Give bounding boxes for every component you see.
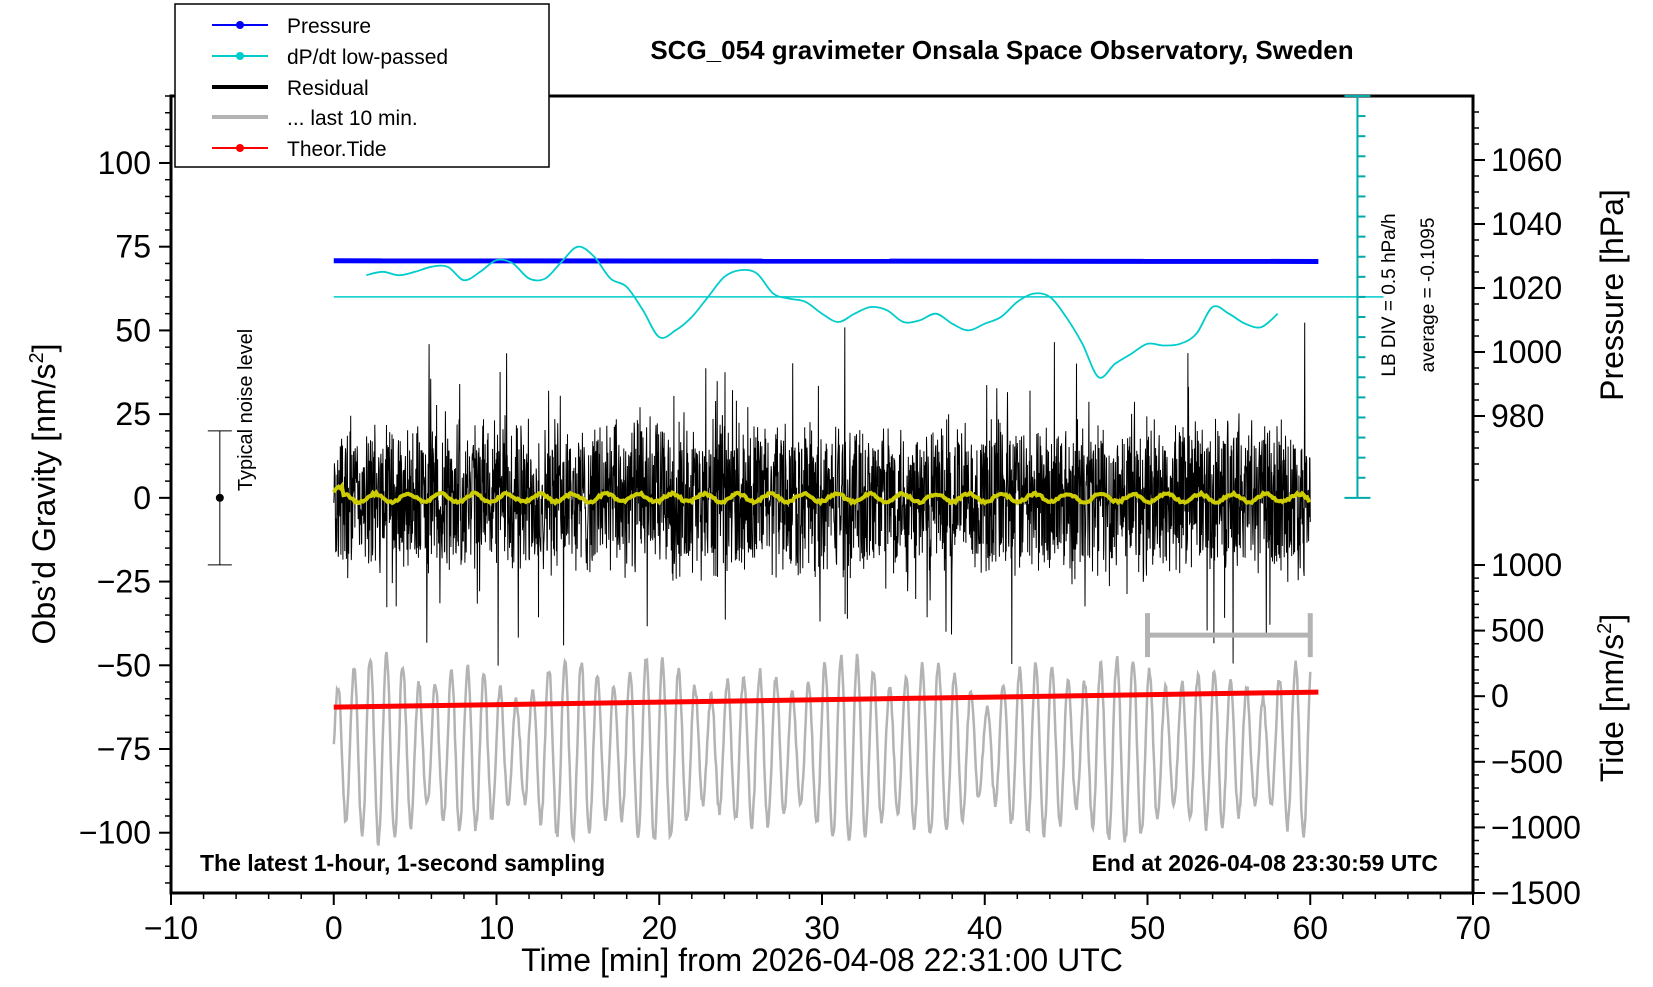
x-tick-label-1: 0 xyxy=(325,910,343,946)
x-tick-label-6: 50 xyxy=(1130,910,1166,946)
tide-tick-label-5: 1000 xyxy=(1491,547,1562,583)
tide-tick-label-0: −1500 xyxy=(1491,875,1581,911)
x-tick-label-2: 10 xyxy=(479,910,515,946)
series-theor-tide xyxy=(333,689,1319,710)
annotation-average: average = -0.1095 xyxy=(1418,218,1439,373)
pressure-tick-label-4: 1060 xyxy=(1491,142,1562,178)
legend-residual-label: Residual xyxy=(287,77,369,100)
legend-tide-label: Theor.Tide xyxy=(287,138,387,161)
series-observed-tide xyxy=(332,651,1312,846)
y-tick-label-8: 100 xyxy=(98,145,151,181)
legend-tide-dot xyxy=(236,144,244,152)
pressure-tick-label-2: 1020 xyxy=(1491,270,1562,306)
annotation-noise-level: Typical noise level xyxy=(235,329,257,491)
legend-dpdt-label: dP/dt low-passed xyxy=(287,46,448,69)
y-tick-label-1: −75 xyxy=(97,731,151,767)
tide-tick-label-1: −1000 xyxy=(1491,809,1581,845)
series-dpdt xyxy=(366,245,1279,379)
y-axis-label-tide-close: ] xyxy=(1594,614,1630,623)
annotation-bottom-left: The latest 1-hour, 1-second sampling xyxy=(200,850,605,876)
y-axis-label-pressure: Pressure [hPa] xyxy=(1594,189,1630,401)
x-tick-label-0: −10 xyxy=(144,910,198,946)
y-tick-label-3: −25 xyxy=(97,564,151,600)
y-tick-label-2: −50 xyxy=(97,647,151,683)
x-tick-label-7: 60 xyxy=(1292,910,1328,946)
x-tick-label-5: 40 xyxy=(967,910,1003,946)
y-tick-label-6: 50 xyxy=(115,312,151,348)
pressure-tick-label-3: 1040 xyxy=(1491,206,1562,242)
y-axis-label-tide: Tide [nm/s2] xyxy=(1594,614,1630,782)
ticks-layer: −10 0 10 20 30 40 50 60 70−100−75−50−25025507510… xyxy=(79,95,1581,946)
series-residual-lowpassed xyxy=(332,481,1312,507)
y-axis-label-left-sup: 2 xyxy=(26,352,48,363)
tide-tick-label-4: 500 xyxy=(1491,613,1544,649)
series-residual xyxy=(333,322,1311,666)
y-axis-label-tide-sup: 2 xyxy=(1594,623,1616,634)
y-tick-label-4: 0 xyxy=(133,480,151,516)
x-tick-label-4: 30 xyxy=(804,910,840,946)
x-axis-label: Time [min] from 2026-04-08 22:31:00 UTC xyxy=(521,942,1123,978)
y-axis-label-left: Obs’d Gravity [nm/s2] xyxy=(26,344,62,645)
series-pressure xyxy=(333,258,1319,264)
y-axis-label-left-close: ] xyxy=(26,344,62,353)
pressure-tick-label-0: 980 xyxy=(1491,398,1544,434)
chart-title: SCG_054 gravimeter Onsala Space Observat… xyxy=(650,35,1353,65)
noise-bar-dot xyxy=(215,493,224,502)
x-tick-label-3: 20 xyxy=(641,910,677,946)
y-tick-label-5: 25 xyxy=(115,396,151,432)
legend-dpdt-dot xyxy=(236,52,244,60)
legend: Pressure dP/dt low-passed Residual ... l… xyxy=(174,3,550,168)
legend-pressure-dot xyxy=(236,21,244,29)
series-layer xyxy=(207,95,1384,846)
y-axis-label-tide-text: Tide [nm/s xyxy=(1594,634,1630,782)
pressure-tick-label-1: 1000 xyxy=(1491,334,1562,370)
legend-last10-label: ... last 10 min. xyxy=(287,107,418,130)
tide-tick-label-2: −500 xyxy=(1491,744,1563,780)
x-tick-label-8: 70 xyxy=(1455,910,1491,946)
y-tick-label-0: −100 xyxy=(79,815,151,851)
y-tick-label-7: 75 xyxy=(115,229,151,265)
tide-tick-label-3: 0 xyxy=(1491,678,1509,714)
y-axis-label-left-text: Obs’d Gravity [nm/s xyxy=(26,364,62,645)
annotation-bottom-right: End at 2026-04-08 23:30:59 UTC xyxy=(1092,850,1438,876)
legend-pressure-label: Pressure xyxy=(287,15,371,38)
annotation-lb-div: LB DIV = 0.5 hPa/h xyxy=(1379,213,1400,376)
